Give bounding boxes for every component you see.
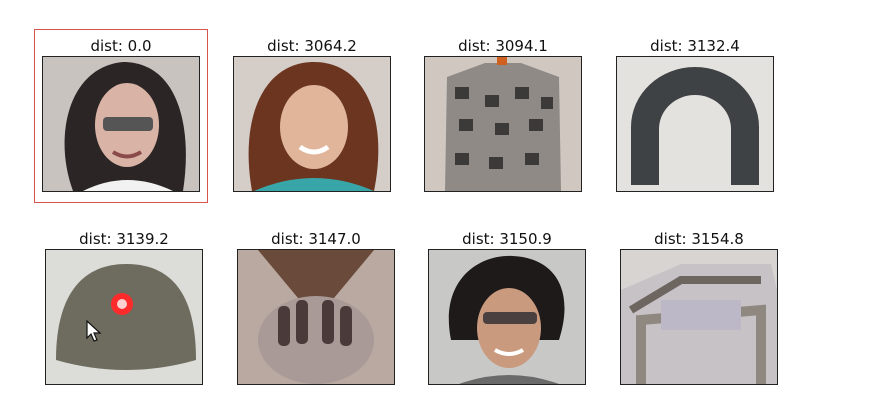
result-thumbnail[interactable] — [237, 249, 395, 385]
distance-label: dist: 3154.8 — [654, 230, 744, 248]
result-item-6[interactable]: dist: 3147.0 — [237, 229, 395, 389]
result-thumbnail[interactable] — [424, 56, 582, 192]
result-thumbnail[interactable] — [620, 249, 778, 385]
result-item-1[interactable]: dist: 0.0 — [42, 36, 200, 196]
distance-label: dist: 3132.4 — [650, 37, 740, 55]
distance-label: dist: 3064.2 — [267, 37, 357, 55]
result-item-8[interactable]: dist: 3154.8 — [620, 229, 778, 389]
distance-label: dist: 3147.0 — [271, 230, 361, 248]
distance-label: dist: 3150.9 — [462, 230, 552, 248]
distance-label: dist: 3139.2 — [79, 230, 169, 248]
distance-label: dist: 0.0 — [90, 37, 152, 55]
result-thumbnail[interactable] — [42, 56, 200, 192]
result-thumbnail[interactable] — [616, 56, 774, 192]
result-item-4[interactable]: dist: 3132.4 — [616, 36, 774, 196]
result-thumbnail[interactable] — [428, 249, 586, 385]
result-item-5[interactable]: dist: 3139.2 — [45, 229, 203, 389]
result-item-2[interactable]: dist: 3064.2 — [233, 36, 391, 196]
result-thumbnail[interactable] — [233, 56, 391, 192]
result-item-7[interactable]: dist: 3150.9 — [428, 229, 586, 389]
result-thumbnail[interactable] — [45, 249, 203, 385]
distance-label: dist: 3094.1 — [458, 37, 548, 55]
selected-result-highlight — [34, 29, 208, 203]
mouse-pointer-icon — [86, 320, 102, 342]
result-item-3[interactable]: dist: 3094.1 — [424, 36, 582, 196]
